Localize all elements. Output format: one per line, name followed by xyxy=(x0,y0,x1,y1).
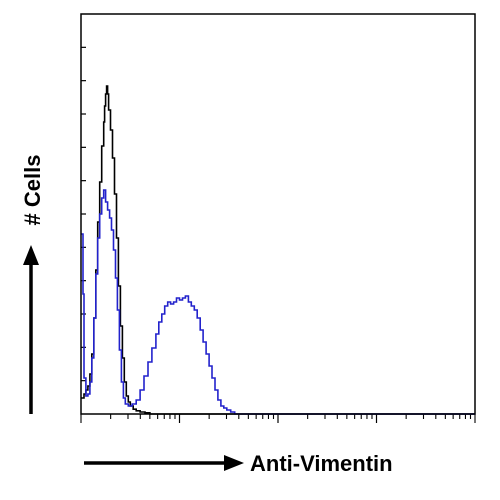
x-axis-arrowhead xyxy=(224,455,244,471)
histogram-series-1 xyxy=(81,85,475,415)
x-axis-ticks xyxy=(80,414,476,423)
x-axis-label: Anti-Vimentin xyxy=(250,451,393,476)
y-axis-label: # Cells xyxy=(20,155,45,226)
histogram-series-2 xyxy=(81,189,475,415)
plot-frame xyxy=(80,13,476,415)
series-layer xyxy=(81,85,475,415)
y-axis-arrowhead xyxy=(23,245,39,265)
